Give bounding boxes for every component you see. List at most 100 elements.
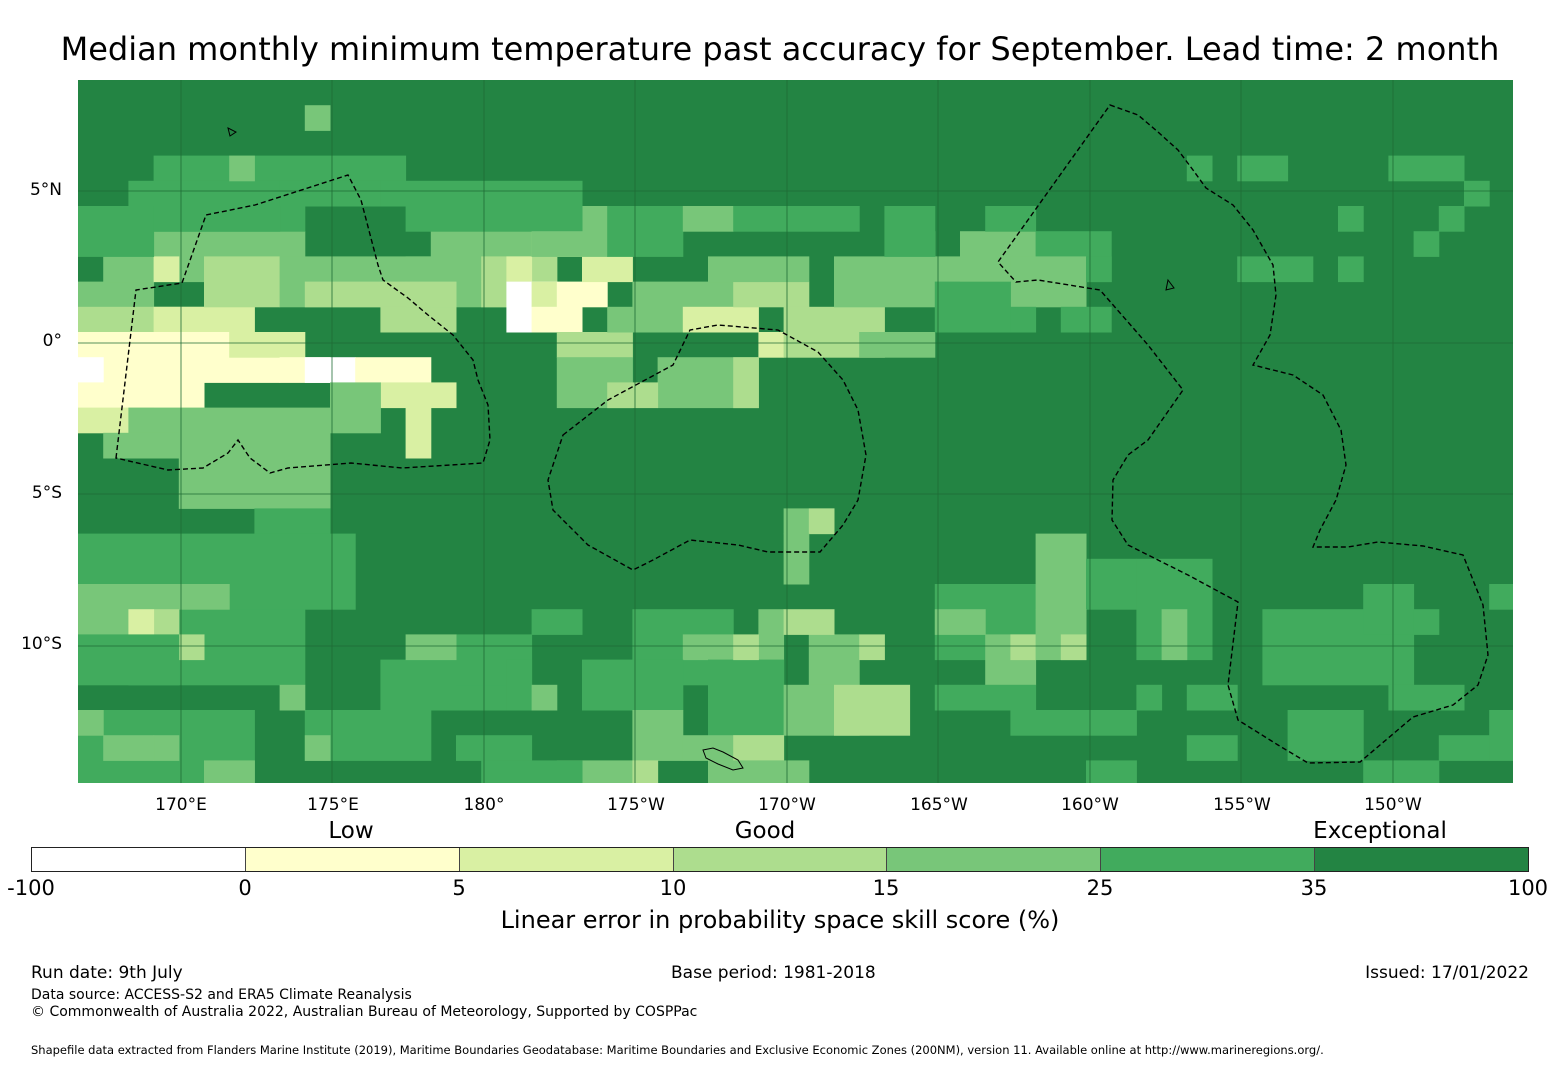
skill-cell — [758, 332, 785, 358]
skill-cell — [1010, 634, 1037, 661]
skill-cell — [78, 281, 155, 308]
tick-label: 5 — [452, 876, 466, 900]
skill-cell — [279, 180, 381, 207]
skill-cell — [304, 281, 407, 308]
skill-cell — [304, 735, 331, 761]
skill-cell — [178, 458, 331, 509]
skill-cell — [531, 306, 583, 333]
category-exceptional: Exceptional — [1313, 818, 1447, 844]
skill-cell — [304, 357, 356, 383]
skill-cell — [733, 735, 785, 761]
skill-cell — [834, 684, 911, 736]
colorbar-segment-6 — [1315, 848, 1529, 871]
tick-label: 25 — [1086, 876, 1114, 900]
colorbar-segment-4 — [887, 848, 1102, 871]
skill-cells — [78, 105, 1513, 783]
tick-label: 35 — [1300, 876, 1328, 900]
skill-cell — [330, 382, 381, 434]
lat-label-5n: 5°N — [29, 180, 62, 200]
map-gridlines — [78, 80, 1513, 783]
skill-cell — [481, 760, 583, 783]
skill-cell — [1237, 256, 1314, 283]
skill-cell — [1060, 634, 1087, 661]
skill-cell — [582, 659, 684, 711]
skill-cell — [405, 206, 583, 232]
colorbar-segment-3 — [673, 848, 888, 871]
skill-cell — [808, 508, 835, 535]
skill-score-map — [78, 80, 1513, 783]
lon-label-170e: 170°E — [155, 795, 207, 815]
eez-line-islands — [997, 104, 1489, 764]
skill-cell — [204, 760, 255, 783]
skill-cell — [1060, 306, 1112, 333]
lon-label-170w: 170°W — [758, 795, 816, 815]
skill-cell — [1413, 231, 1440, 257]
map-canvas — [78, 80, 1513, 783]
tick-label: 100 — [1507, 876, 1549, 900]
eez-samoa-tokelau — [547, 324, 867, 571]
eez-boundaries — [115, 104, 1489, 764]
skill-cell — [531, 684, 558, 711]
skill-cell — [1438, 206, 1465, 232]
lon-label-150w: 150°W — [1364, 795, 1422, 815]
skill-cell — [1388, 684, 1465, 711]
skill-cell — [229, 155, 255, 182]
skill-cell — [1136, 684, 1163, 711]
skill-cell — [1363, 584, 1415, 635]
skill-cell — [733, 634, 759, 661]
skill-cell — [1338, 256, 1364, 283]
shapefile-credit: Shapefile data extracted from Flanders M… — [31, 1043, 1324, 1057]
skill-cell — [985, 206, 1037, 232]
data-source: Data source: ACCESS-S2 and ERA5 Climate … — [31, 987, 412, 1003]
lat-label-0: 0° — [42, 331, 62, 351]
skill-cell — [1489, 710, 1513, 761]
skill-cell — [783, 609, 835, 635]
skill-cell — [153, 735, 180, 761]
skill-cell — [1388, 155, 1465, 182]
skill-cell — [884, 206, 936, 257]
skill-cell — [229, 332, 306, 358]
lon-label-175w: 175°W — [607, 795, 665, 815]
skill-cell — [279, 684, 306, 711]
issued-date: Issued: 17/01/2022 — [1365, 963, 1529, 983]
coastlines — [227, 127, 1175, 771]
skill-cell — [733, 357, 759, 409]
skill-cell — [1186, 155, 1213, 182]
skill-cell — [733, 281, 810, 308]
colorbar-title: Linear error in probability space skill … — [500, 906, 1060, 934]
skill-cell — [808, 634, 860, 686]
skill-cell — [1186, 684, 1238, 711]
skill-cell — [78, 357, 104, 383]
skill-cell — [682, 206, 734, 232]
skill-cell — [1035, 533, 1087, 610]
tick-label: 15 — [872, 876, 900, 900]
skill-cell — [128, 609, 155, 635]
skill-cell — [456, 735, 533, 761]
skill-cell — [405, 407, 432, 459]
skill-cell — [78, 710, 104, 736]
skill-cell — [859, 634, 885, 661]
skill-cell — [556, 332, 633, 358]
tick-label: -100 — [7, 876, 55, 900]
skill-cell — [934, 281, 1011, 333]
skill-cell — [380, 180, 583, 207]
run-date: Run date: 9th July — [31, 963, 183, 983]
skill-cell — [1010, 710, 1137, 736]
eez-tuvalu — [115, 174, 491, 474]
skill-cell — [607, 206, 684, 257]
skill-cell — [1413, 609, 1440, 635]
skill-cell — [708, 760, 810, 783]
lon-label-160w: 160°W — [1061, 795, 1119, 815]
skill-cell — [405, 634, 457, 661]
skill-cell — [1237, 155, 1289, 182]
colorbar-segment-2 — [459, 848, 674, 871]
skill-cell — [153, 332, 230, 358]
skill-cell — [254, 508, 331, 535]
skill-cell — [708, 659, 785, 736]
island-3 — [1165, 278, 1175, 291]
skill-cell — [682, 306, 759, 333]
skill-cell — [1438, 735, 1490, 761]
skill-cell — [1489, 584, 1513, 610]
skill-cell — [531, 281, 558, 308]
category-low: Low — [328, 818, 374, 844]
